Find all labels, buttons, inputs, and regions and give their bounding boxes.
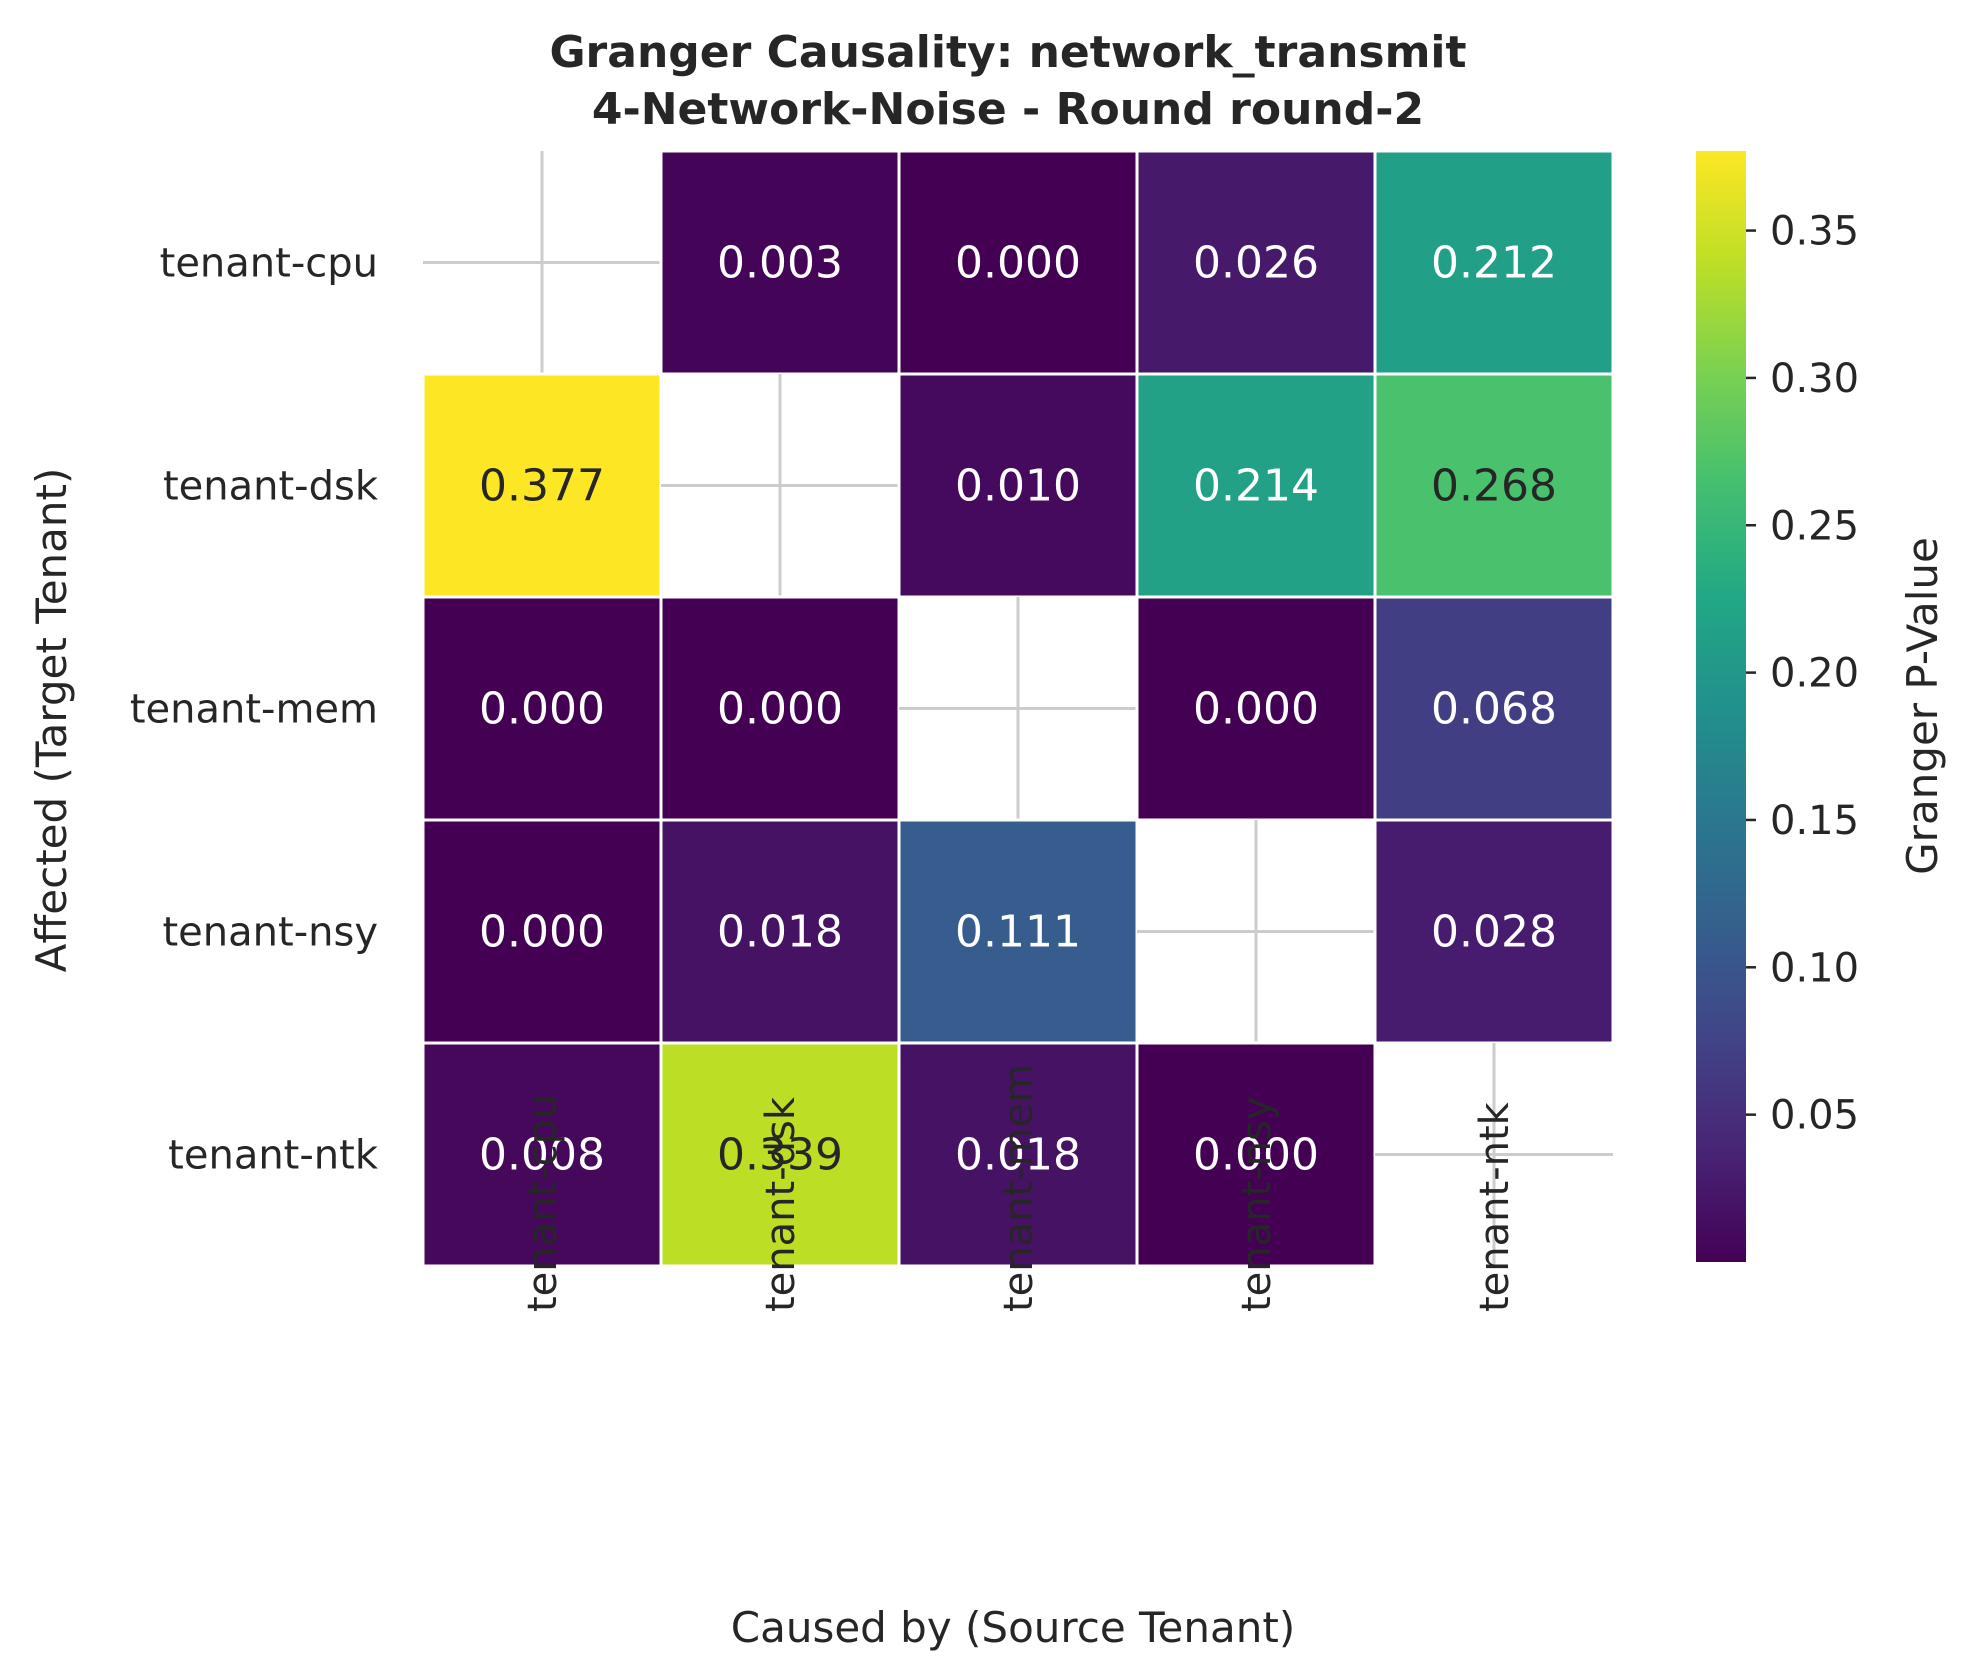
heatmap-value-label: 0.000 <box>1193 1130 1319 1181</box>
colorbar-tick-label: 0.05 <box>1770 1093 1859 1139</box>
heatmap-cell <box>1135 595 1377 822</box>
heatmap-cell <box>1135 1041 1377 1268</box>
heatmap-value-labels: 0.003 0.000 0.026 0.212 0.377 0.010 0.214 0.268… <box>479 238 1557 1181</box>
heatmap-cell <box>421 595 663 822</box>
y-tick-label: tenant-cpu <box>160 241 378 287</box>
x-tick-label: tenant-ntk <box>1472 1101 1518 1312</box>
heatmap-cell <box>897 1041 1139 1268</box>
y-axis-ticks: tenant-cpu tenant-dsk tenant-mem tenant-nsy… <box>130 241 379 1179</box>
chart-title-line1: Granger Causality: network_transmit <box>549 27 1466 78</box>
colorbar-ticks: 0.05 0.10 0.15 0.20 0.25 0.30 0.35 <box>1746 209 1859 1139</box>
y-tick-label: tenant-dsk <box>163 464 379 510</box>
chart-title-line2: 4-Network-Noise - Round round-2 <box>592 84 1424 135</box>
x-axis-ticks: tenant-cpu tenant-dsk tenant-mem tenant-nsy… <box>520 1064 1518 1312</box>
heatmap-cell <box>1373 818 1615 1045</box>
heatmap-cell <box>897 149 1139 376</box>
heatmap-value-label: 0.068 <box>1431 684 1557 735</box>
colorbar-tick-label: 0.10 <box>1770 945 1859 991</box>
heatmap-value-label: 0.000 <box>955 238 1081 289</box>
heatmap-value-label: 0.018 <box>955 1130 1081 1181</box>
heatmap-value-label: 0.008 <box>479 1130 605 1181</box>
heatmap-value-label: 0.003 <box>717 238 843 289</box>
heatmap-cells <box>421 149 1615 1268</box>
colorbar-tick-label: 0.30 <box>1770 356 1859 402</box>
colorbar-tick-label: 0.15 <box>1770 798 1859 844</box>
heatmap-cell <box>421 818 663 1045</box>
heatmap-cell <box>659 595 901 822</box>
heatmap-value-label: 0.377 <box>479 461 605 512</box>
colorbar-tick-label: 0.35 <box>1770 209 1859 255</box>
x-axis-label: Caused by (Source Tenant) <box>731 1603 1295 1652</box>
y-tick-label: tenant-mem <box>130 687 378 733</box>
heatmap-value-label: 0.212 <box>1431 238 1557 289</box>
heatmap-value-label: 0.214 <box>1193 461 1319 512</box>
heatmap-cell <box>1373 595 1615 822</box>
x-tick-label: tenant-nsy <box>1234 1097 1280 1313</box>
heatmap-cell <box>659 149 901 376</box>
x-tick-label: tenant-dsk <box>758 1096 804 1312</box>
colorbar-label: Granger P-Value <box>1898 537 1947 875</box>
y-tick-label: tenant-ntk <box>168 1133 379 1179</box>
heatmap-value-label: 0.000 <box>479 684 605 735</box>
heatmap-cell <box>1135 149 1377 376</box>
heatmap-cell <box>421 1041 663 1268</box>
heatmap-cell <box>1373 149 1615 376</box>
heatmap-cell <box>659 1041 901 1268</box>
x-tick-label: tenant-cpu <box>520 1094 566 1312</box>
heatmap-value-label: 0.018 <box>717 907 843 958</box>
heatmap-value-label: 0.026 <box>1193 238 1319 289</box>
heatmap-value-label: 0.000 <box>479 907 605 958</box>
heatmap-cell <box>897 372 1139 599</box>
colorbar <box>1696 151 1746 1262</box>
heatmap-cell <box>659 818 901 1045</box>
heatmap-value-label: 0.028 <box>1431 907 1557 958</box>
heatmap-value-label: 0.000 <box>717 684 843 735</box>
heatmap-value-label: 0.000 <box>1193 684 1319 735</box>
x-tick-label: tenant-mem <box>996 1064 1042 1312</box>
y-axis-label: Affected (Target Tenant) <box>27 468 76 973</box>
heatmap-value-label: 0.339 <box>717 1130 843 1181</box>
colorbar-tick-label: 0.25 <box>1770 503 1859 549</box>
heatmap-value-label: 0.111 <box>955 907 1081 958</box>
heatmap-value-label: 0.010 <box>955 461 1081 512</box>
heatmap-cell <box>1373 372 1615 599</box>
heatmap-value-label: 0.268 <box>1431 461 1557 512</box>
y-tick-label: tenant-nsy <box>163 910 379 956</box>
colorbar-tick-label: 0.20 <box>1770 651 1859 697</box>
